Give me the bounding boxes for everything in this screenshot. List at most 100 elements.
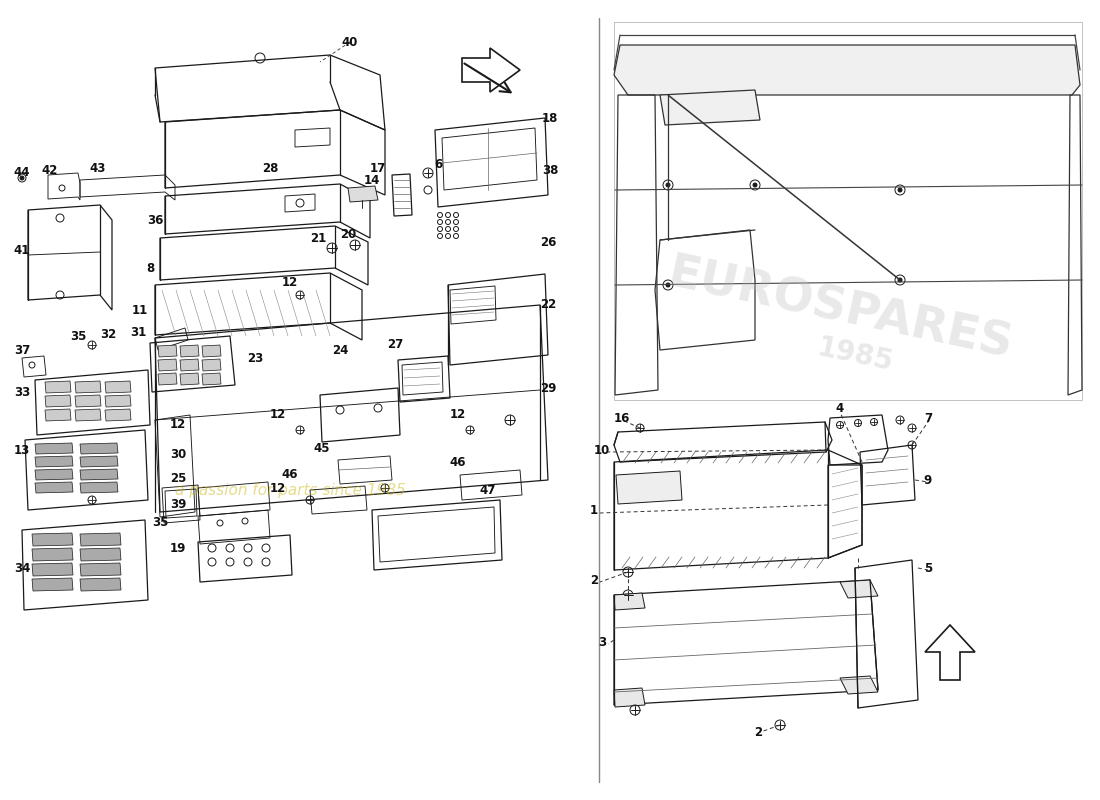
Text: 28: 28: [262, 162, 278, 174]
Circle shape: [898, 188, 902, 192]
Text: 44: 44: [13, 166, 31, 178]
Polygon shape: [80, 443, 118, 454]
Text: 29: 29: [540, 382, 557, 394]
Text: 1985: 1985: [814, 334, 895, 377]
Circle shape: [666, 183, 670, 187]
Polygon shape: [75, 381, 101, 393]
Polygon shape: [348, 186, 378, 202]
Text: 1: 1: [590, 503, 598, 517]
Text: 45: 45: [314, 442, 330, 454]
Polygon shape: [80, 533, 121, 546]
Text: 9: 9: [924, 474, 932, 486]
Polygon shape: [32, 563, 73, 576]
Polygon shape: [45, 395, 72, 407]
Polygon shape: [80, 482, 118, 493]
Text: 12: 12: [450, 409, 466, 422]
Text: 10: 10: [594, 443, 610, 457]
Polygon shape: [202, 345, 221, 357]
Polygon shape: [462, 48, 520, 92]
Text: 30: 30: [169, 449, 186, 462]
Polygon shape: [80, 548, 121, 561]
Text: 26: 26: [540, 235, 557, 249]
Polygon shape: [80, 578, 121, 591]
Polygon shape: [32, 578, 73, 591]
Polygon shape: [840, 580, 878, 598]
Text: 35: 35: [69, 330, 86, 342]
Text: 31: 31: [130, 326, 146, 338]
Polygon shape: [32, 533, 73, 546]
Polygon shape: [925, 625, 975, 680]
Text: 6: 6: [433, 158, 442, 171]
Text: 23: 23: [246, 351, 263, 365]
Text: 41: 41: [14, 243, 30, 257]
Polygon shape: [35, 482, 73, 493]
Text: 4: 4: [836, 402, 844, 414]
Text: 16: 16: [614, 411, 630, 425]
Text: 47: 47: [480, 483, 496, 497]
Text: 46: 46: [450, 455, 466, 469]
Text: 2: 2: [590, 574, 598, 586]
Polygon shape: [614, 593, 645, 610]
Text: 3: 3: [598, 635, 606, 649]
Polygon shape: [616, 471, 682, 504]
Text: 43: 43: [90, 162, 107, 174]
Text: 34: 34: [14, 562, 30, 574]
Polygon shape: [35, 443, 73, 454]
Text: 21: 21: [310, 231, 326, 245]
Polygon shape: [202, 373, 221, 385]
Text: 38: 38: [542, 163, 558, 177]
Text: 12: 12: [169, 418, 186, 431]
Polygon shape: [180, 345, 199, 357]
Polygon shape: [75, 409, 101, 421]
Text: 8: 8: [146, 262, 154, 274]
Circle shape: [898, 278, 902, 282]
Text: 32: 32: [100, 329, 117, 342]
Polygon shape: [35, 456, 73, 467]
Text: 11: 11: [132, 303, 148, 317]
Text: 12: 12: [270, 409, 286, 422]
Polygon shape: [104, 395, 131, 407]
Text: 39: 39: [169, 498, 186, 511]
Text: 40: 40: [342, 35, 359, 49]
Text: 24: 24: [332, 343, 349, 357]
Polygon shape: [202, 359, 221, 371]
Text: 20: 20: [340, 229, 356, 242]
Polygon shape: [80, 456, 118, 467]
Text: 12: 12: [270, 482, 286, 494]
Polygon shape: [80, 563, 121, 576]
Polygon shape: [614, 688, 645, 707]
Circle shape: [20, 176, 24, 180]
Text: 13: 13: [14, 443, 30, 457]
Polygon shape: [158, 345, 177, 357]
Polygon shape: [45, 409, 72, 421]
Text: 17: 17: [370, 162, 386, 174]
Text: 36: 36: [146, 214, 163, 226]
Text: EUROSPARES: EUROSPARES: [663, 251, 1016, 369]
Polygon shape: [35, 469, 73, 480]
Text: 46: 46: [282, 469, 298, 482]
Polygon shape: [180, 359, 199, 371]
Text: 37: 37: [14, 343, 30, 357]
Text: 18: 18: [542, 111, 558, 125]
Polygon shape: [660, 90, 760, 125]
Polygon shape: [158, 373, 177, 385]
Polygon shape: [158, 359, 177, 371]
Polygon shape: [840, 676, 878, 694]
Text: 2: 2: [754, 726, 762, 738]
Polygon shape: [180, 373, 199, 385]
Polygon shape: [614, 45, 1080, 95]
Text: 42: 42: [42, 163, 58, 177]
Text: 22: 22: [540, 298, 557, 311]
Circle shape: [754, 183, 757, 187]
Text: 33: 33: [14, 386, 30, 398]
Polygon shape: [104, 409, 131, 421]
Text: 25: 25: [169, 471, 186, 485]
Text: 12: 12: [282, 275, 298, 289]
Circle shape: [666, 283, 670, 287]
Polygon shape: [45, 381, 72, 393]
Text: a passion for parts since 1985: a passion for parts since 1985: [175, 482, 406, 498]
Text: 35: 35: [152, 515, 168, 529]
Text: 19: 19: [169, 542, 186, 554]
Text: 14: 14: [364, 174, 381, 186]
Polygon shape: [75, 395, 101, 407]
